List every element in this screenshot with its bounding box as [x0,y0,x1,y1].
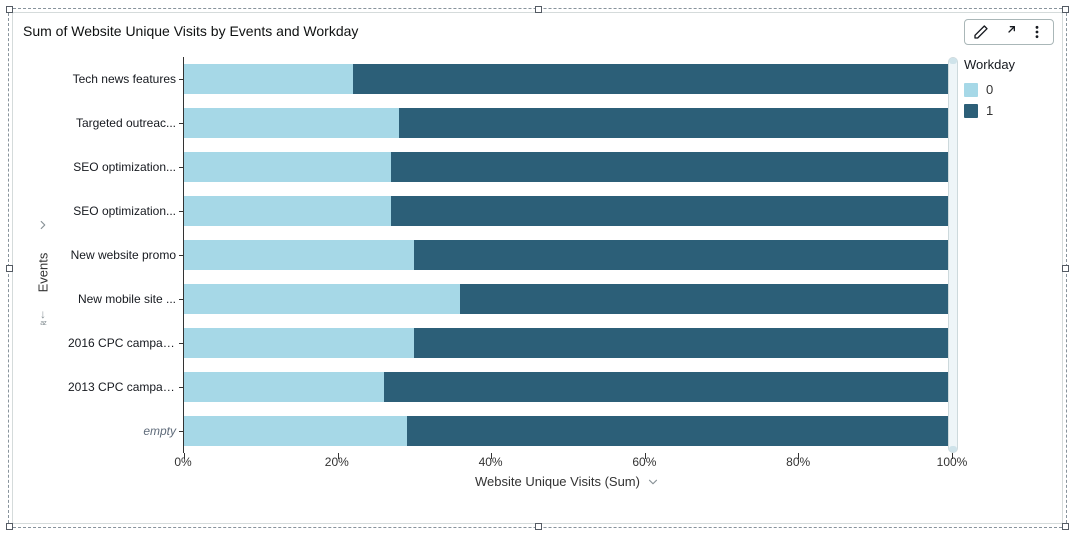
category-label: empty [68,424,184,438]
bar-segment-0[interactable] [184,416,407,445]
legend-swatch [964,83,978,97]
bar-row[interactable]: New mobile site ... [184,277,952,321]
bar-segment-1[interactable] [399,108,952,137]
legend-label: 0 [986,82,993,97]
chevron-down-icon [646,475,660,489]
stacked-bar [184,64,952,93]
bar-segment-0[interactable] [184,108,399,137]
x-axis-ticks: 0%20%40%60%80%100% [183,455,952,471]
bar-row[interactable]: 2013 CPC campaign [184,365,952,409]
bar-segment-0[interactable] [184,284,460,313]
x-axis-label: Website Unique Visits (Sum) [475,474,640,489]
chart-area: Tech news featuresTargeted outreac...SEO… [63,57,952,487]
expand-icon [1001,24,1017,40]
resize-handle-bl[interactable] [6,523,13,530]
bar-segment-0[interactable] [184,328,414,357]
edit-button[interactable] [969,22,993,42]
resize-handle-br[interactable] [1062,523,1069,530]
y-tick [179,255,184,256]
bar-segment-1[interactable] [391,152,952,181]
category-label: Tech news features [68,72,184,86]
y-tick [179,211,184,212]
x-tick-label: 80% [786,455,810,469]
stacked-bar [184,328,952,357]
bar-segment-0[interactable] [184,372,384,401]
sort-az-icon[interactable]: ↓az [40,308,46,327]
y-tick [179,431,184,432]
stacked-bar [184,152,952,181]
category-label: New website promo [68,248,184,262]
bar-row[interactable]: SEO optimization... [184,189,952,233]
bar-row[interactable]: 2016 CPC campaign [184,321,952,365]
chart-card: Sum of Website Unique Visits by Events a… [12,12,1063,524]
widget-viewport: Sum of Website Unique Visits by Events a… [0,0,1075,536]
resize-handle-tr[interactable] [1062,6,1069,13]
x-tick-label: 0% [174,455,191,469]
category-label: SEO optimization... [68,204,184,218]
plot-area: Tech news featuresTargeted outreac...SEO… [183,57,952,453]
chevron-right-icon [36,218,50,237]
bar-row[interactable]: New website promo [184,233,952,277]
bar-row[interactable]: Targeted outreac... [184,101,952,145]
y-tick [179,167,184,168]
bar-segment-0[interactable] [184,64,353,93]
category-label: New mobile site ... [68,292,184,306]
category-label: SEO optimization... [68,160,184,174]
category-label: 2016 CPC campaign [68,336,184,350]
kebab-icon [1029,24,1045,40]
resize-handle-bm[interactable] [535,523,542,530]
stacked-bar [184,108,952,137]
stacked-bar [184,196,952,225]
stacked-bar [184,284,952,313]
options-button[interactable] [1025,22,1049,42]
x-tick-label: 20% [325,455,349,469]
bar-segment-0[interactable] [184,196,391,225]
chart-title: Sum of Website Unique Visits by Events a… [23,23,358,39]
widget-toolbar [964,19,1054,45]
bar-segment-0[interactable] [184,240,414,269]
bar-segment-1[interactable] [414,328,952,357]
category-label: Targeted outreac... [68,116,184,130]
category-label: 2013 CPC campaign [68,380,184,394]
bar-segment-1[interactable] [414,240,952,269]
y-tick [179,343,184,344]
bar-rows: Tech news featuresTargeted outreac...SEO… [184,57,952,453]
stacked-bar [184,240,952,269]
vertical-scrollbar[interactable] [948,57,958,453]
y-tick [179,299,184,300]
bar-row[interactable]: empty [184,409,952,453]
resize-handle-rm[interactable] [1062,265,1069,272]
stacked-bar [184,416,952,445]
bar-row[interactable]: Tech news features [184,57,952,101]
bar-segment-1[interactable] [391,196,952,225]
legend-label: 1 [986,103,993,118]
bar-segment-1[interactable] [460,284,952,313]
bar-segment-0[interactable] [184,152,391,181]
legend-item[interactable]: 1 [964,103,1052,118]
y-axis-label-group: Events ↓az [25,57,61,487]
legend-swatch [964,104,978,118]
y-tick [179,123,184,124]
x-tick-label: 100% [937,455,968,469]
x-tick-label: 40% [479,455,503,469]
stacked-bar [184,372,952,401]
y-tick [179,79,184,80]
x-tick-label: 60% [632,455,656,469]
pencil-icon [973,24,989,40]
bar-segment-1[interactable] [407,416,952,445]
bar-row[interactable]: SEO optimization... [184,145,952,189]
bar-segment-1[interactable] [384,372,952,401]
y-axis-label[interactable]: Events [36,252,51,292]
legend-item[interactable]: 0 [964,82,1052,97]
bar-segment-1[interactable] [353,64,952,93]
expand-button[interactable] [997,22,1021,42]
x-axis-label-group[interactable]: Website Unique Visits (Sum) [183,474,952,489]
legend-title: Workday [964,57,1052,72]
y-tick [179,387,184,388]
legend: Workday 0 1 [964,57,1052,124]
